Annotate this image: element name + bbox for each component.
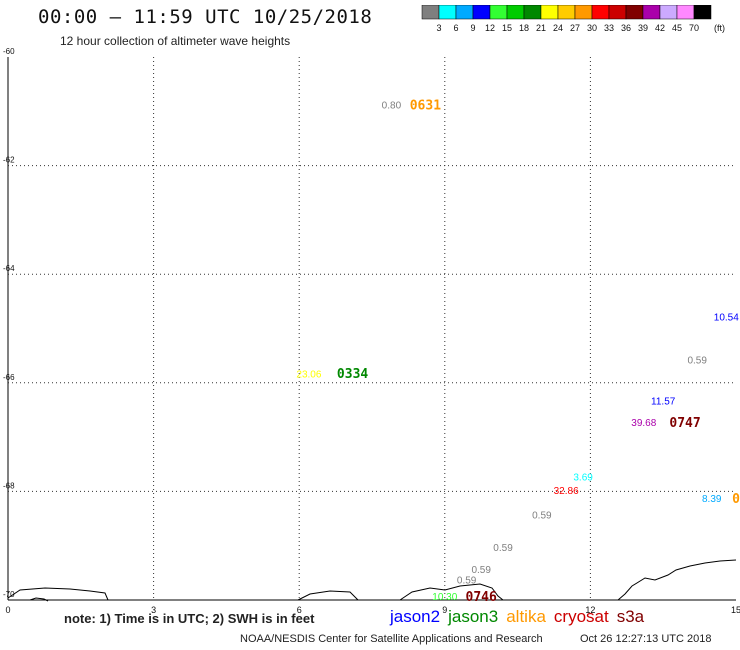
pass-time-label: 0631 (410, 98, 441, 113)
colorbar-tick-label: 24 (553, 23, 563, 33)
coastline (7, 587, 109, 601)
pass-time-label: 0334 (337, 367, 368, 382)
coastline (297, 590, 359, 601)
satellite-legend-item: altika (506, 607, 546, 626)
x-tick-label: 3 (151, 605, 156, 615)
y-tick-label: -68 (3, 481, 15, 490)
satellite-legend-item: jason2 (390, 607, 441, 626)
coastline (29, 597, 49, 602)
x-tick-label: 6 (297, 605, 302, 615)
pass-time-label: 0747 (669, 416, 700, 431)
wave-height-label: 10.30 (432, 592, 457, 603)
y-tick-label: -64 (3, 264, 15, 273)
colorbar-tick-label: 6 (453, 23, 458, 33)
satellite-legend-item: s3a (616, 607, 645, 626)
pass-time-label: 0 (732, 492, 740, 507)
colorbar-tick-label: 12 (485, 23, 495, 33)
wave-height-label: 0.59 (471, 565, 491, 576)
y-tick-label: -70 (3, 590, 15, 599)
x-tick-label: 0 (5, 605, 10, 615)
colorbar-tick-label: 30 (587, 23, 597, 33)
y-tick-label: -66 (3, 373, 15, 382)
credit-line: NOAA/NESDIS Center for Satellite Applica… (240, 633, 543, 645)
units-note: note: 1) Time is in UTC; 2) SWH is in fe… (64, 611, 315, 626)
wave-height-label: 0.59 (687, 356, 707, 367)
wave-height-label: 10.54 (714, 312, 739, 323)
wave-height-label: 0.80 (382, 101, 402, 112)
wave-height-label: 11.57 (651, 396, 676, 407)
colorbar-swatch (693, 5, 712, 20)
satellite-legend: jason2 jason3 altika cryosat s3a (390, 607, 652, 627)
x-tick-label: 9 (442, 605, 447, 615)
chart-subtitle: 12 hour collection of altimeter wave hei… (60, 34, 291, 48)
colorbar-tick-label: 39 (638, 23, 648, 33)
colorbar-tick-label: 33 (604, 23, 614, 33)
coastline (617, 559, 737, 601)
satellite-legend-item: cryosat (553, 607, 609, 626)
colorbar-tick-label: 9 (470, 23, 475, 33)
wave-height-label: 3.69 (573, 472, 593, 483)
colorbar-tick-label: 21 (536, 23, 546, 33)
satellite-legend-item: jason3 (448, 607, 499, 626)
colorbar-tick-label: 42 (655, 23, 665, 33)
colorbar-tick-label: 3 (436, 23, 441, 33)
colorbar-tick-label: 18 (519, 23, 529, 33)
colorbar-tick-label: 45 (672, 23, 682, 33)
wave-height-label: 8.39 (702, 494, 722, 505)
colorbar-tick-label: 15 (502, 23, 512, 33)
wave-height-label: 32.86 (554, 486, 579, 497)
coastline (399, 583, 504, 601)
chart-title: 00:00 – 11:59 UTC 10/25/2018 (38, 6, 373, 28)
colorbar-tick-label: 70 (689, 23, 699, 33)
wave-height-label: 39.68 (631, 418, 656, 429)
x-tick-label: 15 (731, 605, 740, 615)
wave-height-label: 0.59 (457, 576, 477, 587)
colorbar-tick-label: 36 (621, 23, 631, 33)
wave-height-label: 23.06 (296, 369, 321, 380)
wave-height-label: 0.59 (532, 510, 552, 521)
wave-height-label: 0.59 (493, 543, 513, 554)
x-tick-label: 12 (585, 605, 595, 615)
colorbar-unit-label: (ft) (714, 23, 725, 33)
pass-time-label: 0746 (466, 590, 497, 605)
wave-height-colorbar: 3 6 9 12 15 18 21 24 27 30 33 36 39 42 45 70 (ft) (421, 5, 725, 33)
colorbar-tick-label: 27 (570, 23, 580, 33)
generated-timestamp: Oct 26 12:27:13 UTC 2018 (580, 633, 712, 645)
y-tick-label: -60 (3, 47, 15, 56)
y-tick-label: -62 (3, 156, 15, 165)
